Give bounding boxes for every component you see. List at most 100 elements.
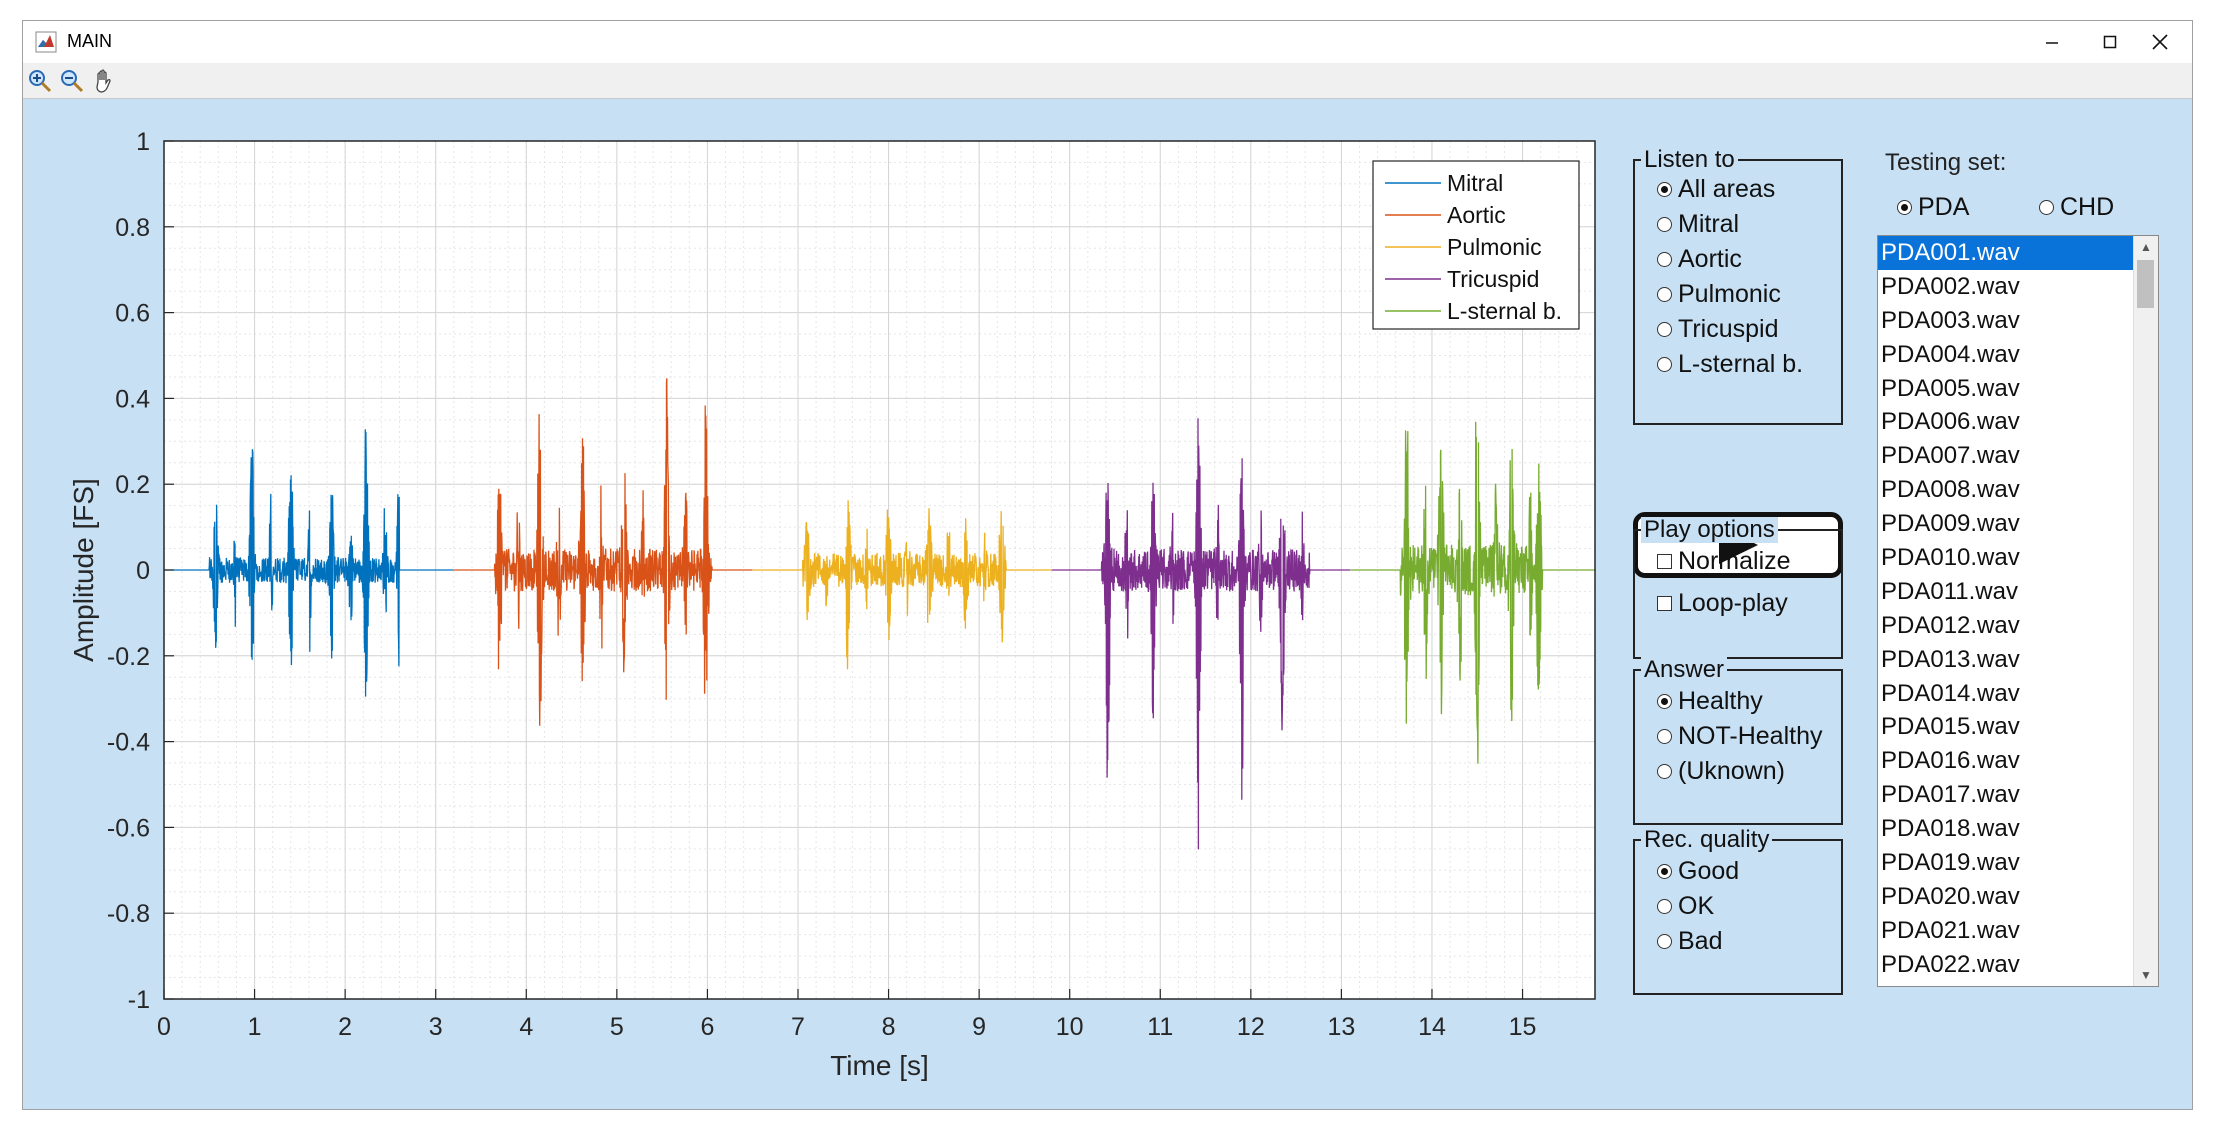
listen-to-option-label: All areas <box>1678 175 1776 203</box>
listen-to-option-0[interactable]: All areas <box>1657 175 1775 204</box>
scroll-down-icon[interactable]: ▼ <box>2140 968 2152 982</box>
testing-set-option-chd[interactable]: CHD <box>2039 193 2114 222</box>
scroll-up-icon[interactable]: ▲ <box>2140 240 2152 254</box>
series-line-pulmonic <box>752 500 1052 670</box>
file-list-item[interactable]: PDA004.wav <box>1881 340 2020 368</box>
y-tick-label: 1 <box>136 128 150 156</box>
zoom-out-icon[interactable] <box>59 68 85 94</box>
legend-box[interactable] <box>1372 160 1580 330</box>
radio-icon[interactable] <box>1657 694 1672 709</box>
x-tick-label: 13 <box>1327 1013 1355 1041</box>
y-tick-label: 0 <box>136 557 150 585</box>
listen-to-option-4[interactable]: Tricuspid <box>1657 315 1779 344</box>
file-list-item[interactable]: PDA008.wav <box>1881 476 2020 504</box>
radio-icon[interactable] <box>1657 322 1672 337</box>
y-tick-label: 0.6 <box>115 300 150 328</box>
file-list-item[interactable]: PDA010.wav <box>1881 544 2020 572</box>
answer-option-2[interactable]: (Uknown) <box>1657 757 1785 786</box>
file-listbox[interactable]: PDA001.wav PDA002.wav PDA003.wav PDA004.wav… <box>1877 235 2159 987</box>
file-list-item[interactable]: PDA015.wav <box>1881 713 2020 741</box>
radio-icon[interactable] <box>1657 217 1672 232</box>
file-list-item[interactable]: PDA021.wav <box>1881 916 2020 944</box>
title-bar: MAIN <box>23 21 2192 63</box>
y-tick-label: 0.2 <box>115 471 150 499</box>
answer-option-label: Healthy <box>1678 687 1763 715</box>
y-tick-label: -0.8 <box>107 900 150 928</box>
main-window: MAIN 0 1 2 3 4 5 6 7 8 9 10 11 12 13 14 15 1 0.8 0.6 0.4 0.2… <box>22 20 2193 1110</box>
radio-icon[interactable] <box>1657 729 1672 744</box>
waveform-plot[interactable]: 0 1 2 3 4 5 6 7 8 9 10 11 12 13 14 1510.80.60.40.20-0.2… <box>23 99 1613 1089</box>
close-button[interactable] <box>2131 25 2189 59</box>
testing-set-option-label: PDA <box>1918 193 1970 221</box>
testing-set-label: Testing set: <box>1885 149 2007 176</box>
play-options-panel: Play options Normalize Loop-play <box>1633 517 1843 659</box>
radio-icon[interactable] <box>1657 182 1672 197</box>
figure-toolbar <box>23 63 2192 99</box>
radio-icon[interactable] <box>1657 357 1672 372</box>
file-list-item[interactable]: PDA003.wav <box>1881 306 2020 334</box>
x-tick-label: 8 <box>882 1013 896 1041</box>
answer-option-1[interactable]: NOT-Healthy <box>1657 722 1822 751</box>
testing-set-option-pda[interactable]: PDA <box>1897 193 1969 222</box>
listen-to-option-1[interactable]: Mitral <box>1657 210 1739 239</box>
legend-label: Mitral <box>1447 170 1503 196</box>
listen-to-option-label: L-sternal b. <box>1678 350 1804 378</box>
legend-label: Tricuspid <box>1447 266 1539 292</box>
rec-quality-option-0[interactable]: Good <box>1657 857 1739 886</box>
minimize-icon <box>2046 42 2058 44</box>
list-scrollbar[interactable]: ▲ ▼ <box>2133 236 2158 986</box>
listen-to-option-5[interactable]: L-sternal b. <box>1657 350 1803 379</box>
x-tick-label: 5 <box>610 1013 624 1041</box>
listen-to-option-2[interactable]: Aortic <box>1657 245 1742 274</box>
file-list-item[interactable]: PDA020.wav <box>1881 882 2020 910</box>
play-option-option-1[interactable]: Loop-play <box>1657 589 1788 618</box>
radio-icon[interactable] <box>1657 934 1672 949</box>
file-list-item[interactable]: PDA001.wav <box>1878 236 2134 270</box>
file-list-item[interactable]: PDA017.wav <box>1881 781 2020 809</box>
radio-icon[interactable] <box>1657 864 1672 879</box>
checkbox-icon[interactable] <box>1657 554 1672 569</box>
file-list-item[interactable]: PDA022.wav <box>1881 950 2020 978</box>
play-option-option-label: Normalize <box>1678 547 1791 575</box>
file-list-item[interactable]: PDA014.wav <box>1881 679 2020 707</box>
y-tick-label: -1 <box>128 986 150 1014</box>
radio-icon[interactable] <box>2039 200 2054 215</box>
checkbox-icon[interactable] <box>1657 596 1672 611</box>
file-list-item[interactable]: PDA011.wav <box>1881 577 2018 605</box>
play-option-option-0[interactable]: Normalize <box>1657 547 1791 576</box>
answer-title: Answer <box>1641 657 1728 683</box>
pan-hand-icon[interactable] <box>91 68 117 94</box>
file-list-item[interactable]: PDA012.wav <box>1881 611 2020 639</box>
rec-quality-option-label: Good <box>1678 857 1740 885</box>
zoom-in-icon[interactable] <box>27 68 53 94</box>
radio-icon[interactable] <box>1657 287 1672 302</box>
file-list-item[interactable]: PDA005.wav <box>1881 374 2020 402</box>
listen-to-option-label: Aortic <box>1678 245 1742 273</box>
listen-to-option-3[interactable]: Pulmonic <box>1657 280 1781 309</box>
file-list-item[interactable]: PDA002.wav <box>1881 272 2020 300</box>
file-list-item[interactable]: PDA018.wav <box>1881 815 2020 843</box>
radio-icon[interactable] <box>1657 252 1672 267</box>
scroll-thumb[interactable] <box>2137 260 2154 308</box>
x-tick-label: 3 <box>429 1013 443 1041</box>
file-list-item[interactable]: PDA007.wav <box>1881 442 2020 470</box>
radio-icon[interactable] <box>1657 899 1672 914</box>
testing-set-option-label: CHD <box>2060 193 2115 221</box>
radio-icon[interactable] <box>1897 200 1912 215</box>
file-list-item[interactable]: PDA016.wav <box>1881 747 2020 775</box>
file-list-item[interactable]: PDA006.wav <box>1881 408 2020 436</box>
minimize-button[interactable] <box>2023 25 2081 59</box>
y-tick-label: 0.4 <box>115 385 150 413</box>
rec-quality-option-2[interactable]: Bad <box>1657 927 1722 956</box>
play-options-title: Play options <box>1641 517 1778 543</box>
answer-option-label: NOT-Healthy <box>1678 722 1823 750</box>
listen-to-option-label: Pulmonic <box>1678 280 1781 308</box>
rec-quality-option-1[interactable]: OK <box>1657 892 1714 921</box>
radio-icon[interactable] <box>1657 764 1672 779</box>
file-list-item[interactable]: PDA013.wav <box>1881 645 2020 673</box>
maximize-button[interactable] <box>2081 25 2139 59</box>
answer-option-0[interactable]: Healthy <box>1657 687 1763 716</box>
play-option-option-label: Loop-play <box>1678 589 1788 617</box>
file-list-item[interactable]: PDA009.wav <box>1881 510 2020 538</box>
file-list-item[interactable]: PDA019.wav <box>1881 849 2020 877</box>
